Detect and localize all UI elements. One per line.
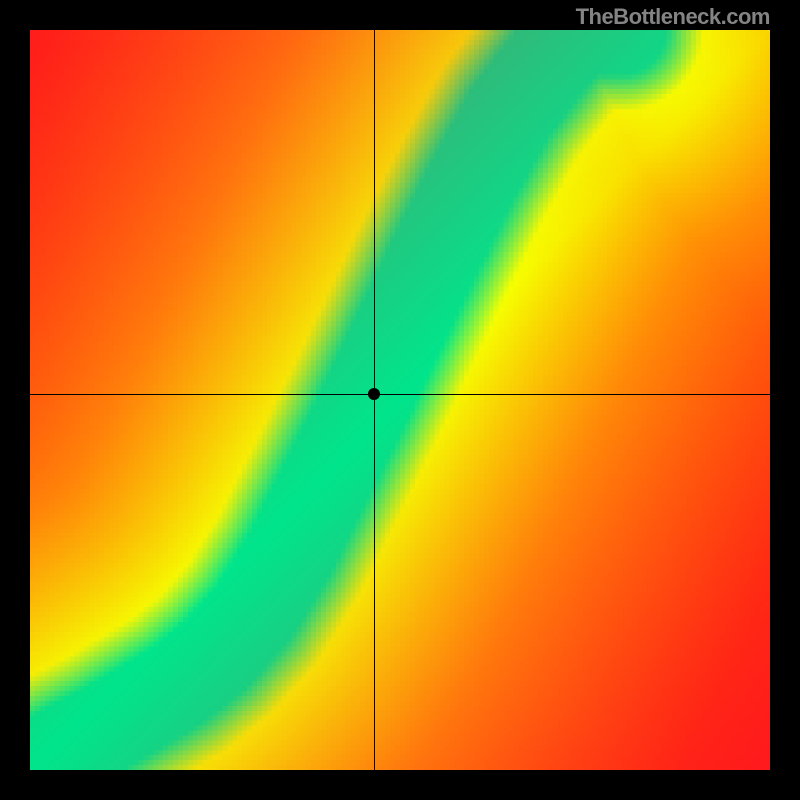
plot-area: [30, 30, 770, 770]
watermark-text: TheBottleneck.com: [576, 4, 770, 30]
crosshair-horizontal: [30, 394, 770, 395]
heatmap-canvas: [30, 30, 770, 770]
